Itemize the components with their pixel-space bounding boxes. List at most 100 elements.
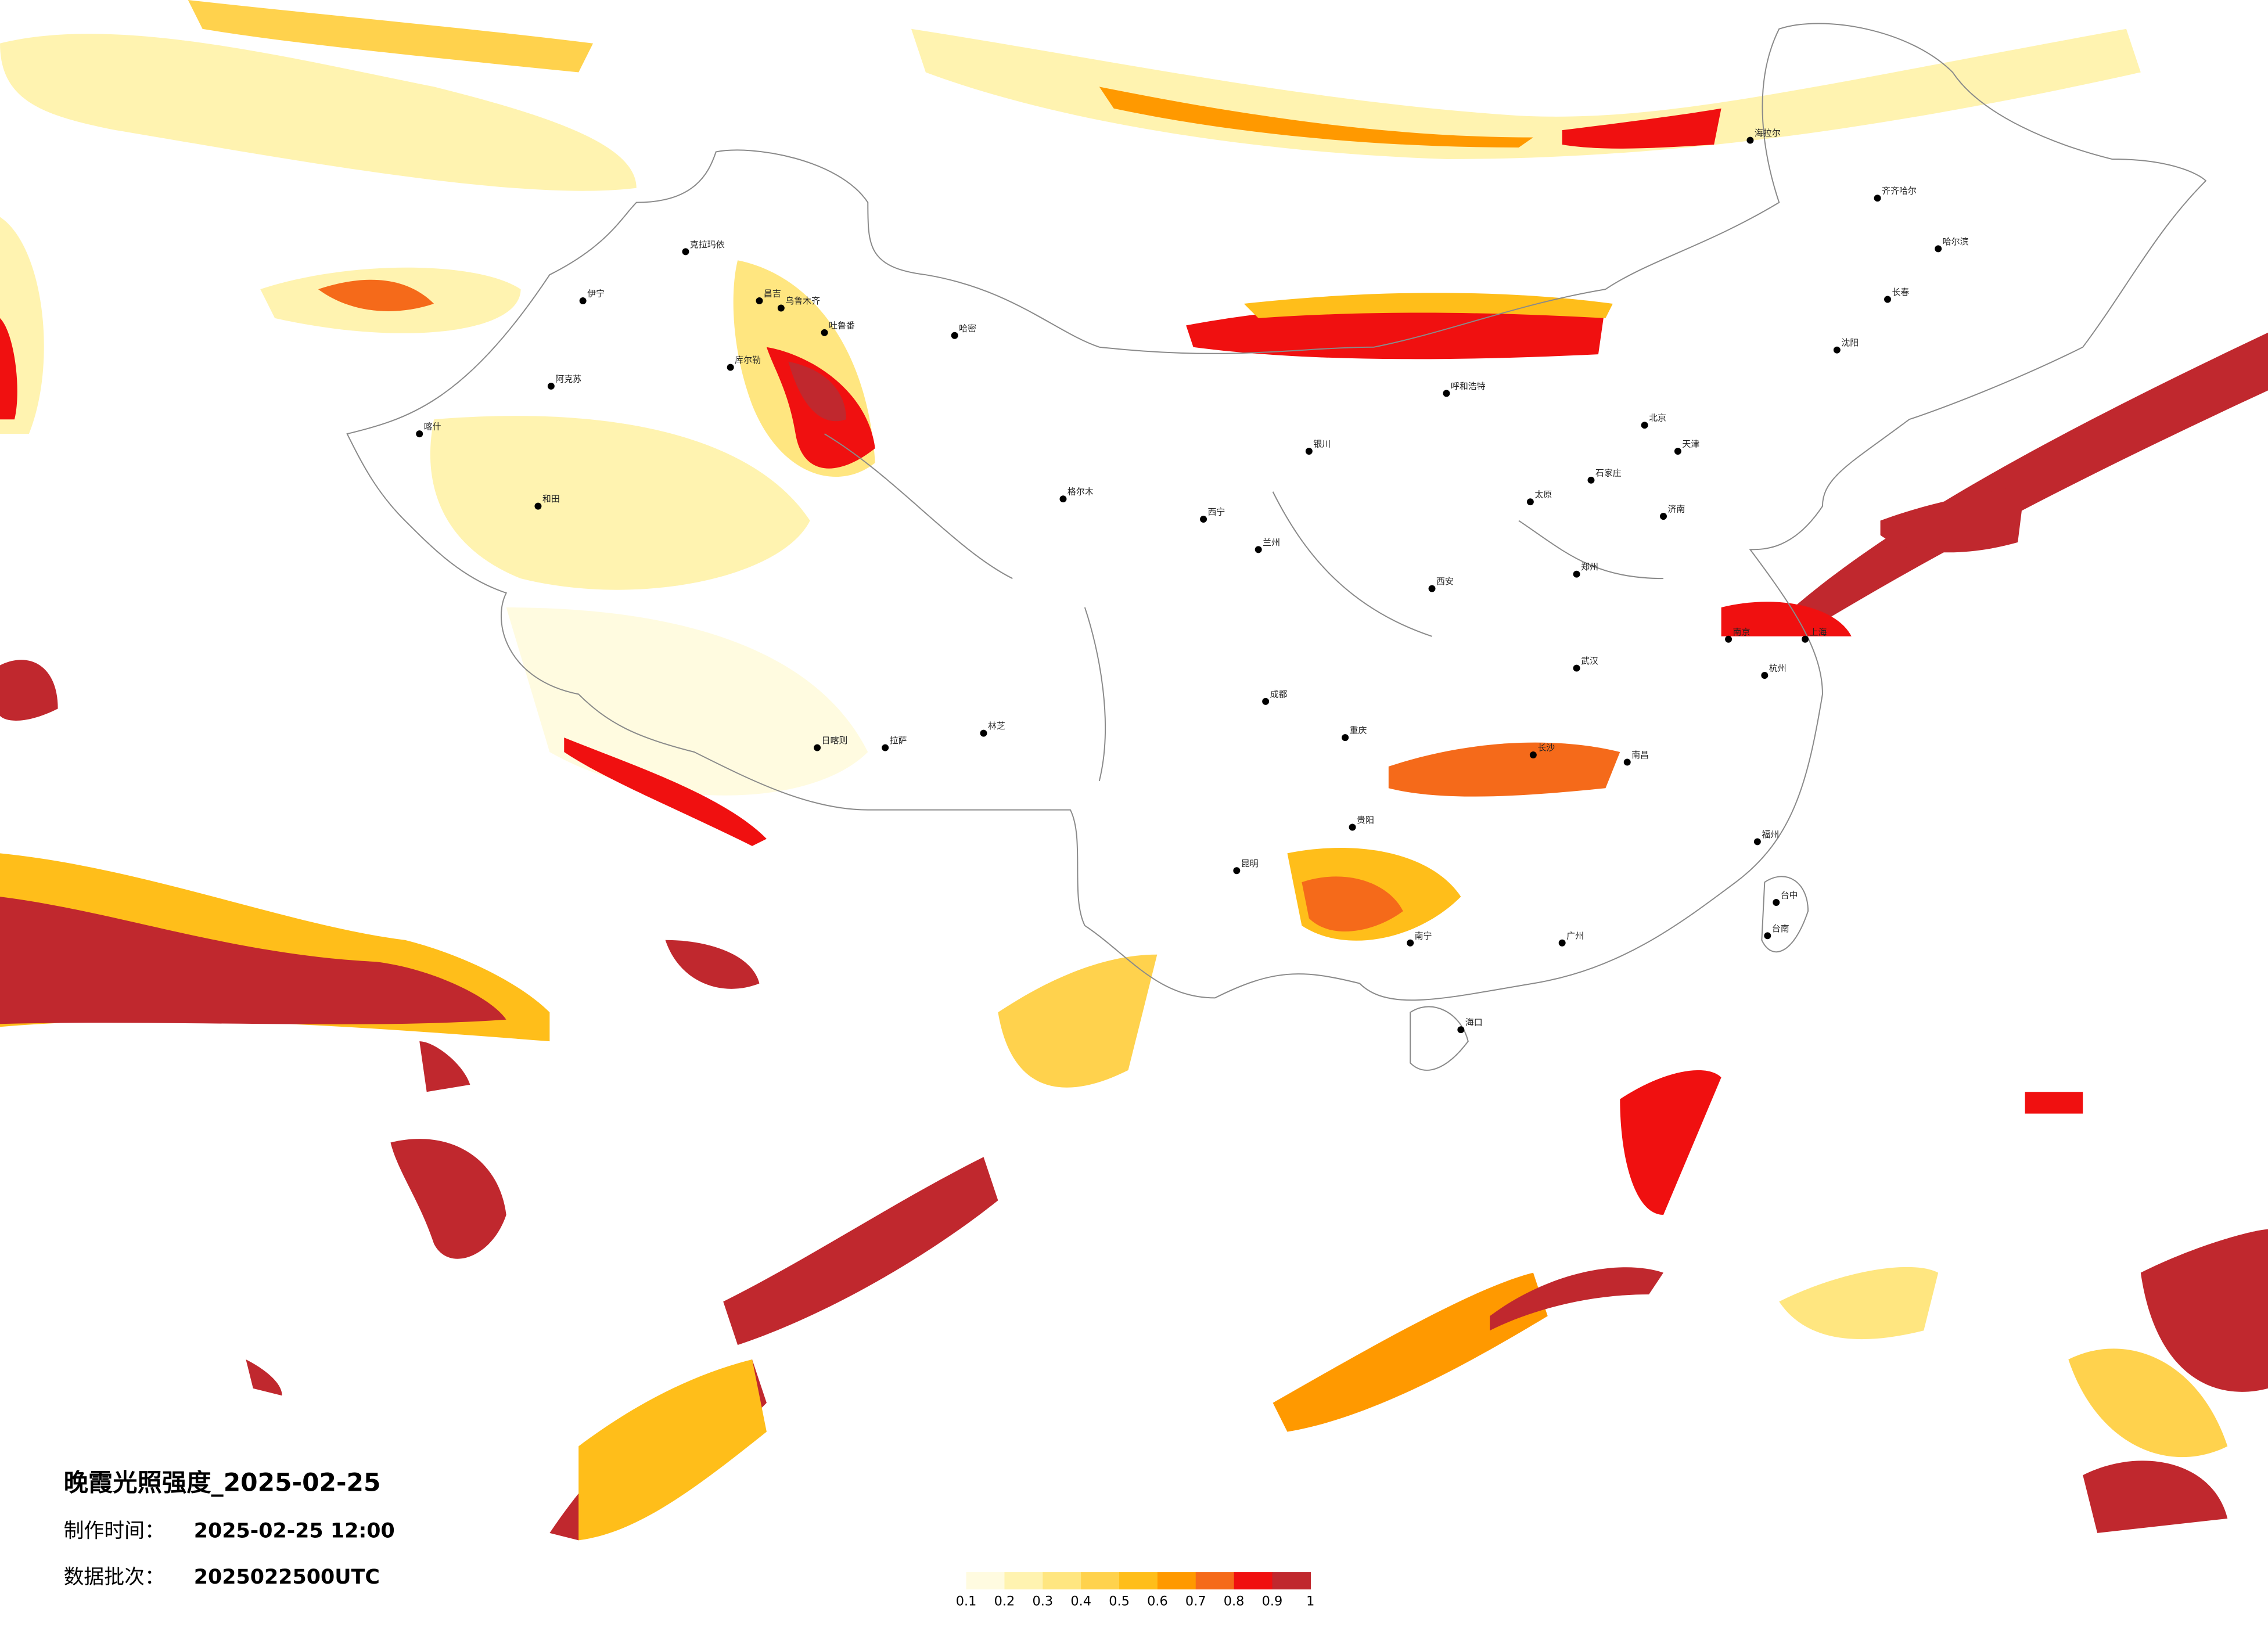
city-label: 库尔勒 <box>735 355 761 365</box>
heat-field <box>0 0 2268 1541</box>
meta-label: 数据批次： <box>64 1566 165 1589</box>
city-dot <box>1573 664 1580 672</box>
city-dot <box>1573 570 1580 578</box>
city-label: 长沙 <box>1537 743 1555 753</box>
legend-swatch <box>1081 1572 1120 1589</box>
city-dot <box>1725 635 1733 643</box>
city-label: 天津 <box>1682 439 1699 449</box>
city-dot <box>534 502 542 510</box>
city-dot <box>1761 672 1769 679</box>
city-dot <box>1059 495 1067 503</box>
meta-label: 制作时间： <box>64 1519 165 1542</box>
city-dot <box>682 248 689 256</box>
city-label: 南昌 <box>1631 750 1649 760</box>
city-dot <box>1660 513 1667 520</box>
legend-swatch <box>1195 1572 1235 1589</box>
city-label: 日喀则 <box>822 735 848 746</box>
city-label: 西安 <box>1436 576 1454 587</box>
city-label: 成都 <box>1270 689 1288 699</box>
meta-value: 2025-02-25 12:00 <box>194 1519 395 1542</box>
city-dot <box>727 364 734 371</box>
city-label: 南宁 <box>1415 930 1432 941</box>
city-dot <box>777 304 785 312</box>
city-dot <box>1674 448 1681 455</box>
city-label: 海口 <box>1465 1017 1483 1028</box>
city-label: 哈密 <box>959 323 976 333</box>
legend-swatch <box>1119 1572 1158 1589</box>
city-dot <box>951 332 958 339</box>
city-label: 和田 <box>542 494 560 504</box>
legend-swatch <box>966 1572 1005 1589</box>
city-label: 喀什 <box>424 422 441 432</box>
legend-tick-label: 0.7 <box>1185 1593 1206 1609</box>
city-label: 台中 <box>1781 890 1798 901</box>
city-label: 齐齐哈尔 <box>1882 186 1917 196</box>
city-label: 杭州 <box>1769 663 1787 674</box>
city-label: 西宁 <box>1208 507 1225 517</box>
city-dot <box>821 329 828 336</box>
legend-tick-label: 0.4 <box>1070 1593 1091 1609</box>
city-dot <box>1443 390 1450 397</box>
legend-tick-label: 0.9 <box>1262 1593 1283 1609</box>
city-label: 济南 <box>1667 504 1685 515</box>
legend: 0.1 0.2 0.3 0.4 0.5 0.6 0.7 0.8 0.9 1 <box>956 1572 1314 1609</box>
legend-tick-label: 0.1 <box>956 1593 977 1609</box>
city-label: 格尔木 <box>1067 487 1094 497</box>
city-label: 克拉玛依 <box>690 239 725 250</box>
city-label: 兰州 <box>1263 537 1280 548</box>
city-dot <box>1457 1026 1465 1034</box>
legend-swatch <box>1157 1572 1196 1589</box>
city-label: 昆明 <box>1241 858 1259 869</box>
city-dot <box>416 430 423 438</box>
city-label: 上海 <box>1810 627 1827 637</box>
city-label: 呼和浩特 <box>1451 381 1486 391</box>
city-dot <box>814 744 821 751</box>
legend-tick-label: 0.8 <box>1224 1593 1245 1609</box>
city-dot <box>1349 823 1356 831</box>
city-label: 福州 <box>1762 829 1779 840</box>
city-label: 昌吉 <box>764 289 781 299</box>
legend-tick-label: 0.2 <box>994 1593 1015 1609</box>
city-label: 台南 <box>1772 923 1789 934</box>
city-dot <box>547 382 555 390</box>
city-label: 重庆 <box>1350 725 1367 736</box>
city-dot <box>1305 448 1313 455</box>
city-dot <box>1233 867 1241 875</box>
city-dot <box>1407 939 1414 947</box>
city-label: 郑州 <box>1581 562 1598 572</box>
legend-swatch <box>1234 1572 1273 1589</box>
city-dot <box>1773 899 1780 906</box>
city-dot <box>1764 932 1771 940</box>
city-label: 银川 <box>1313 439 1331 449</box>
city-label: 长春 <box>1892 287 1909 297</box>
city-dot <box>1833 346 1841 354</box>
legend-tick-label: 1 <box>1306 1593 1314 1609</box>
city-label: 贵阳 <box>1357 815 1374 825</box>
city-dot <box>1874 195 1881 202</box>
city-label: 哈尔滨 <box>1943 236 1969 247</box>
city-label: 武汉 <box>1581 656 1598 666</box>
legend-tick-label: 0.6 <box>1147 1593 1168 1609</box>
city-label: 乌鲁木齐 <box>785 296 820 306</box>
city-dot <box>1641 422 1648 429</box>
city-dot <box>1428 585 1436 592</box>
city-label: 太原 <box>1534 490 1552 500</box>
city-dot <box>1884 296 1891 303</box>
city-label: 广州 <box>1566 930 1584 941</box>
legend-tick-label: 0.3 <box>1033 1593 1054 1609</box>
city-label: 沈阳 <box>1841 337 1859 348</box>
city-dot <box>1802 635 1809 643</box>
city-dot <box>1342 734 1349 742</box>
city-dot <box>1262 697 1270 705</box>
legend-swatch <box>1004 1572 1044 1589</box>
city-label: 南京 <box>1733 627 1751 637</box>
city-dot <box>882 744 889 751</box>
city-dot <box>579 297 587 304</box>
city-label: 林芝 <box>988 721 1005 731</box>
city-dot <box>1255 546 1262 553</box>
city-label: 吐鲁番 <box>829 320 855 330</box>
city-label: 北京 <box>1649 413 1666 423</box>
city-dot <box>1558 939 1566 947</box>
